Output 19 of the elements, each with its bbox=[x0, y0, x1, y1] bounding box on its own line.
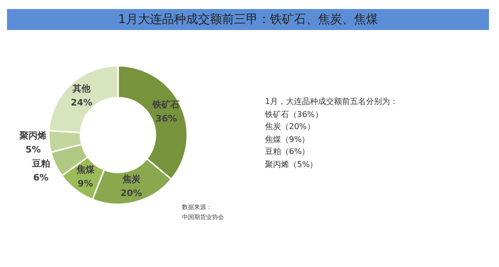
slice-label: 其他 bbox=[72, 83, 92, 94]
text: 1月大连品种成交额前三甲：铁矿石、焦炭、焦煤 bbox=[7, 9, 489, 30]
data-label: 6% bbox=[33, 174, 49, 184]
data-label: 20% bbox=[120, 188, 142, 199]
data-label: 36% bbox=[155, 114, 178, 125]
text: 焦炭（20%） bbox=[265, 121, 316, 133]
slice-label: 豆粕 bbox=[30, 158, 50, 170]
data-label: 24% bbox=[70, 98, 92, 108]
text: 铁矿石（36%） bbox=[265, 108, 324, 120]
data-label: 9% bbox=[78, 179, 93, 190]
text: 焦煤（9%） bbox=[265, 134, 311, 146]
slice-label: 焦煤 bbox=[75, 164, 96, 176]
slice-label: 铁矿石 bbox=[152, 100, 180, 111]
data-label: 5% bbox=[25, 145, 41, 156]
slice-label: 焦炭 bbox=[121, 174, 142, 185]
text: 1月，大连品种成交额前五名分别为： bbox=[265, 96, 398, 108]
text: 聚丙烯（5%） bbox=[265, 158, 319, 170]
slice-label: 聚丙烯 bbox=[18, 130, 47, 142]
text: 豆粕（6%） bbox=[265, 146, 311, 158]
